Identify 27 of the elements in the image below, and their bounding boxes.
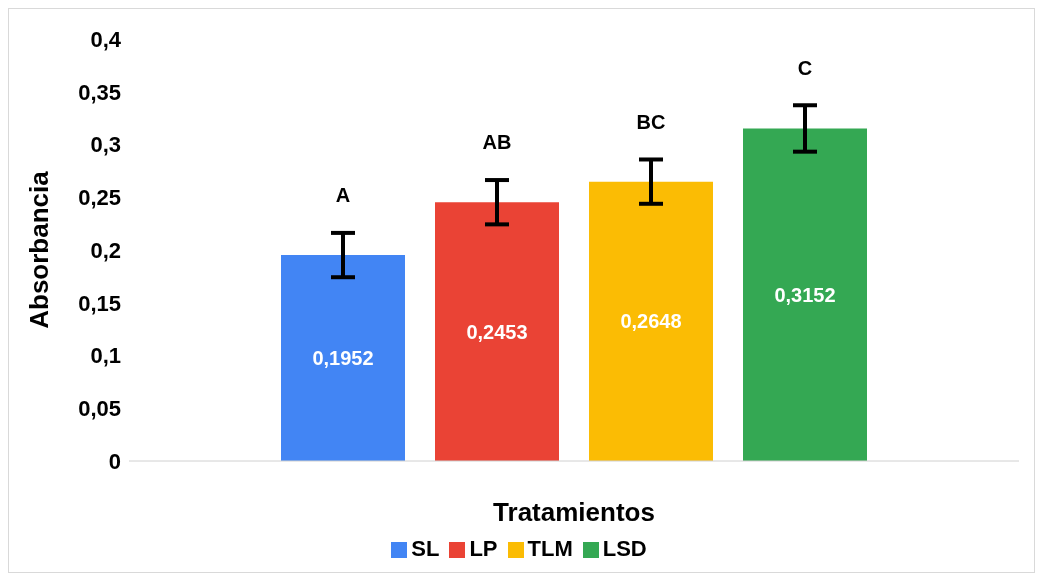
bar (435, 202, 559, 461)
data-label: 0,3152 (774, 283, 836, 306)
annotation: BC (636, 110, 666, 133)
y-tick-label: 0,05 (78, 396, 121, 422)
data-label: 0,2648 (620, 310, 682, 333)
bar (281, 255, 405, 461)
y-tick-label: 0,35 (78, 79, 121, 105)
y-tick-label: 0,2 (90, 237, 121, 263)
legend-label: LSD (602, 536, 647, 561)
data-label: 0,2453 (466, 320, 528, 343)
annotation: A (335, 184, 351, 207)
y-tick-label: 0,15 (78, 290, 121, 316)
bar (589, 181, 713, 461)
legend-label: LP (469, 536, 498, 561)
annotation: C (797, 56, 813, 79)
y-tick-label: 0,25 (78, 185, 121, 211)
x-axis-title: Tratamientos (493, 497, 655, 527)
y-tick-label: 0 (108, 448, 121, 474)
y-tick-label: 0,4 (90, 26, 122, 52)
y-axis-title: Absorbancia (24, 170, 55, 329)
legend-label: SL (411, 536, 440, 561)
bar (743, 128, 867, 461)
annotation: AB (482, 131, 512, 154)
y-tick-label: 0,1 (90, 343, 121, 369)
data-label: 0,1952 (312, 347, 374, 370)
legend-label: TLM (527, 536, 573, 561)
y-tick-label: 0,3 (90, 132, 121, 158)
